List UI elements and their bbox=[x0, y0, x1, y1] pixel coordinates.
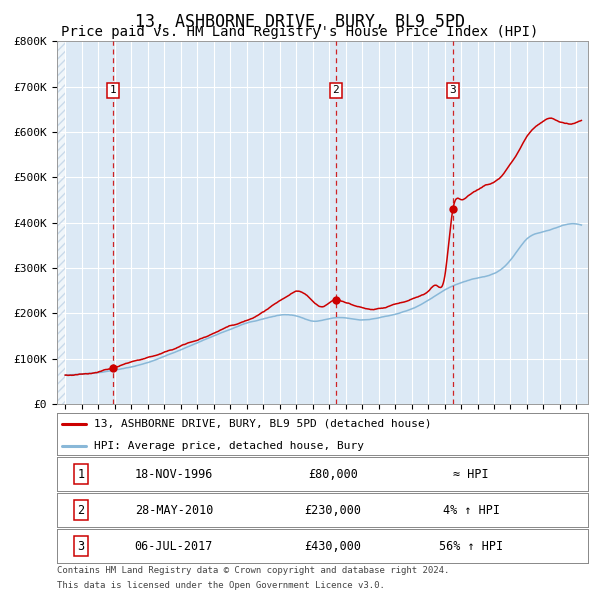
Text: 13, ASHBORNE DRIVE, BURY, BL9 5PD (detached house): 13, ASHBORNE DRIVE, BURY, BL9 5PD (detac… bbox=[94, 419, 431, 428]
Text: 06-JUL-2017: 06-JUL-2017 bbox=[134, 540, 213, 553]
Text: 13, ASHBORNE DRIVE, BURY, BL9 5PD: 13, ASHBORNE DRIVE, BURY, BL9 5PD bbox=[135, 13, 465, 31]
Text: 1: 1 bbox=[77, 468, 85, 481]
Text: 18-NOV-1996: 18-NOV-1996 bbox=[134, 468, 213, 481]
Text: 56% ↑ HPI: 56% ↑ HPI bbox=[439, 540, 503, 553]
Text: Price paid vs. HM Land Registry's House Price Index (HPI): Price paid vs. HM Land Registry's House … bbox=[61, 25, 539, 40]
Text: ≈ HPI: ≈ HPI bbox=[454, 468, 489, 481]
Polygon shape bbox=[57, 41, 65, 404]
Text: HPI: Average price, detached house, Bury: HPI: Average price, detached house, Bury bbox=[94, 441, 364, 451]
Text: 4% ↑ HPI: 4% ↑ HPI bbox=[443, 504, 500, 517]
Text: 2: 2 bbox=[77, 504, 85, 517]
Text: £80,000: £80,000 bbox=[308, 468, 358, 481]
Text: This data is licensed under the Open Government Licence v3.0.: This data is licensed under the Open Gov… bbox=[57, 581, 385, 590]
Text: £430,000: £430,000 bbox=[305, 540, 362, 553]
Text: 1: 1 bbox=[110, 86, 116, 95]
Text: 2: 2 bbox=[332, 86, 339, 95]
Text: £230,000: £230,000 bbox=[305, 504, 362, 517]
Text: 28-MAY-2010: 28-MAY-2010 bbox=[134, 504, 213, 517]
Text: Contains HM Land Registry data © Crown copyright and database right 2024.: Contains HM Land Registry data © Crown c… bbox=[57, 566, 449, 575]
Text: 3: 3 bbox=[77, 540, 85, 553]
Text: 3: 3 bbox=[449, 86, 457, 95]
